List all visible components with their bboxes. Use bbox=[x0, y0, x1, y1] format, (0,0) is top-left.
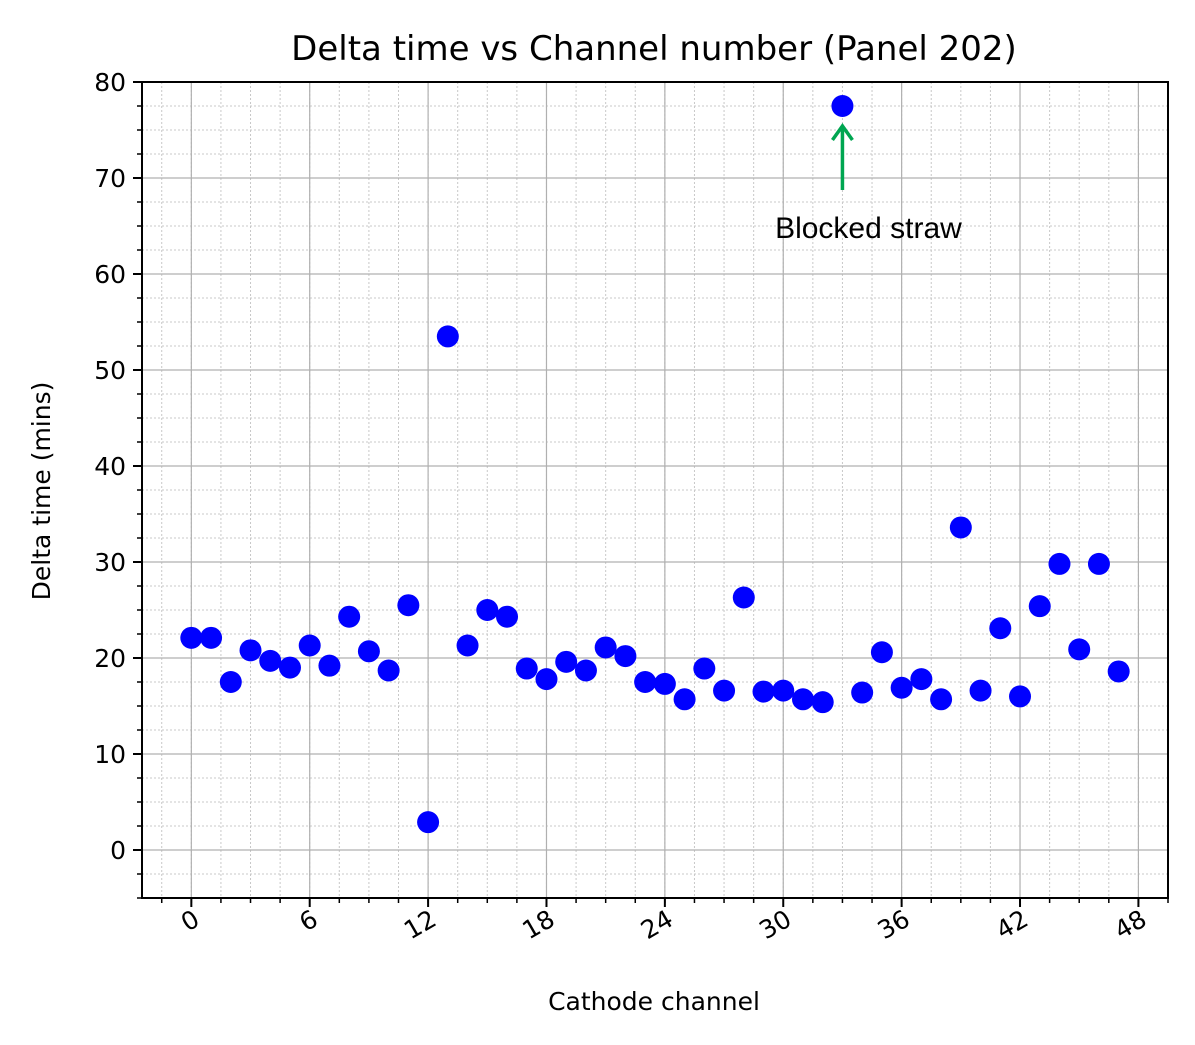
data-point bbox=[377, 659, 400, 682]
y-tick-labels: 0 10 20 30 40 50 60 70 80 bbox=[94, 68, 126, 865]
data-point bbox=[456, 634, 479, 657]
x-axis-label: Cathode channel bbox=[548, 987, 760, 1016]
data-point bbox=[1028, 595, 1051, 618]
data-point bbox=[298, 634, 321, 657]
data-point bbox=[614, 645, 637, 668]
y-tick-label: 0 bbox=[110, 836, 126, 865]
data-points bbox=[180, 95, 1130, 834]
data-point bbox=[673, 688, 696, 711]
y-tick-label: 40 bbox=[94, 452, 126, 481]
y-axis-label: Delta time (mins) bbox=[27, 382, 56, 601]
data-point bbox=[219, 671, 242, 693]
y-tick-label: 60 bbox=[94, 260, 126, 289]
chart-title: Delta time vs Channel number (Panel 202) bbox=[291, 29, 1017, 69]
annotation-arrow-head bbox=[831, 122, 854, 142]
data-point bbox=[831, 95, 854, 117]
y-tick-label: 30 bbox=[94, 548, 126, 577]
data-point bbox=[811, 691, 834, 714]
data-point bbox=[594, 636, 617, 659]
data-point bbox=[397, 594, 420, 617]
data-point bbox=[713, 679, 736, 702]
data-point bbox=[1048, 552, 1071, 575]
data-point bbox=[732, 586, 755, 609]
data-point bbox=[1087, 552, 1110, 575]
data-point bbox=[1068, 638, 1091, 661]
data-point bbox=[752, 680, 775, 703]
data-point bbox=[851, 681, 874, 704]
data-point bbox=[476, 599, 499, 621]
y-tick-label: 50 bbox=[94, 356, 126, 385]
data-point bbox=[535, 668, 558, 691]
data-point bbox=[239, 639, 262, 662]
data-point bbox=[1009, 685, 1032, 708]
data-point bbox=[969, 679, 992, 702]
data-point bbox=[1107, 660, 1130, 683]
data-point bbox=[200, 626, 223, 649]
y-tick-label: 10 bbox=[94, 740, 126, 769]
data-point bbox=[791, 688, 814, 711]
data-point bbox=[496, 605, 519, 628]
data-point bbox=[989, 617, 1012, 640]
y-tick-label: 70 bbox=[94, 164, 126, 193]
data-point bbox=[949, 516, 972, 539]
data-point bbox=[772, 679, 795, 702]
data-point bbox=[870, 641, 893, 664]
data-point bbox=[417, 811, 440, 834]
data-point bbox=[574, 659, 597, 682]
data-point bbox=[555, 650, 578, 673]
data-point bbox=[634, 671, 657, 693]
data-point bbox=[338, 605, 361, 628]
data-point bbox=[357, 640, 380, 663]
data-point bbox=[180, 626, 203, 649]
axis-ticks bbox=[133, 81, 1169, 907]
data-point bbox=[653, 672, 676, 695]
annotation: Blocked straw bbox=[775, 122, 962, 245]
data-point bbox=[890, 676, 913, 699]
data-point bbox=[318, 654, 341, 677]
annotation-text: Blocked straw bbox=[775, 212, 962, 245]
y-tick-label: 80 bbox=[94, 68, 126, 97]
data-point bbox=[693, 657, 716, 680]
data-point bbox=[930, 688, 953, 711]
data-point bbox=[259, 649, 282, 672]
data-point bbox=[436, 325, 459, 348]
data-point bbox=[278, 656, 301, 679]
data-point bbox=[910, 668, 933, 691]
y-tick-label: 20 bbox=[94, 644, 126, 673]
data-point bbox=[515, 657, 538, 680]
